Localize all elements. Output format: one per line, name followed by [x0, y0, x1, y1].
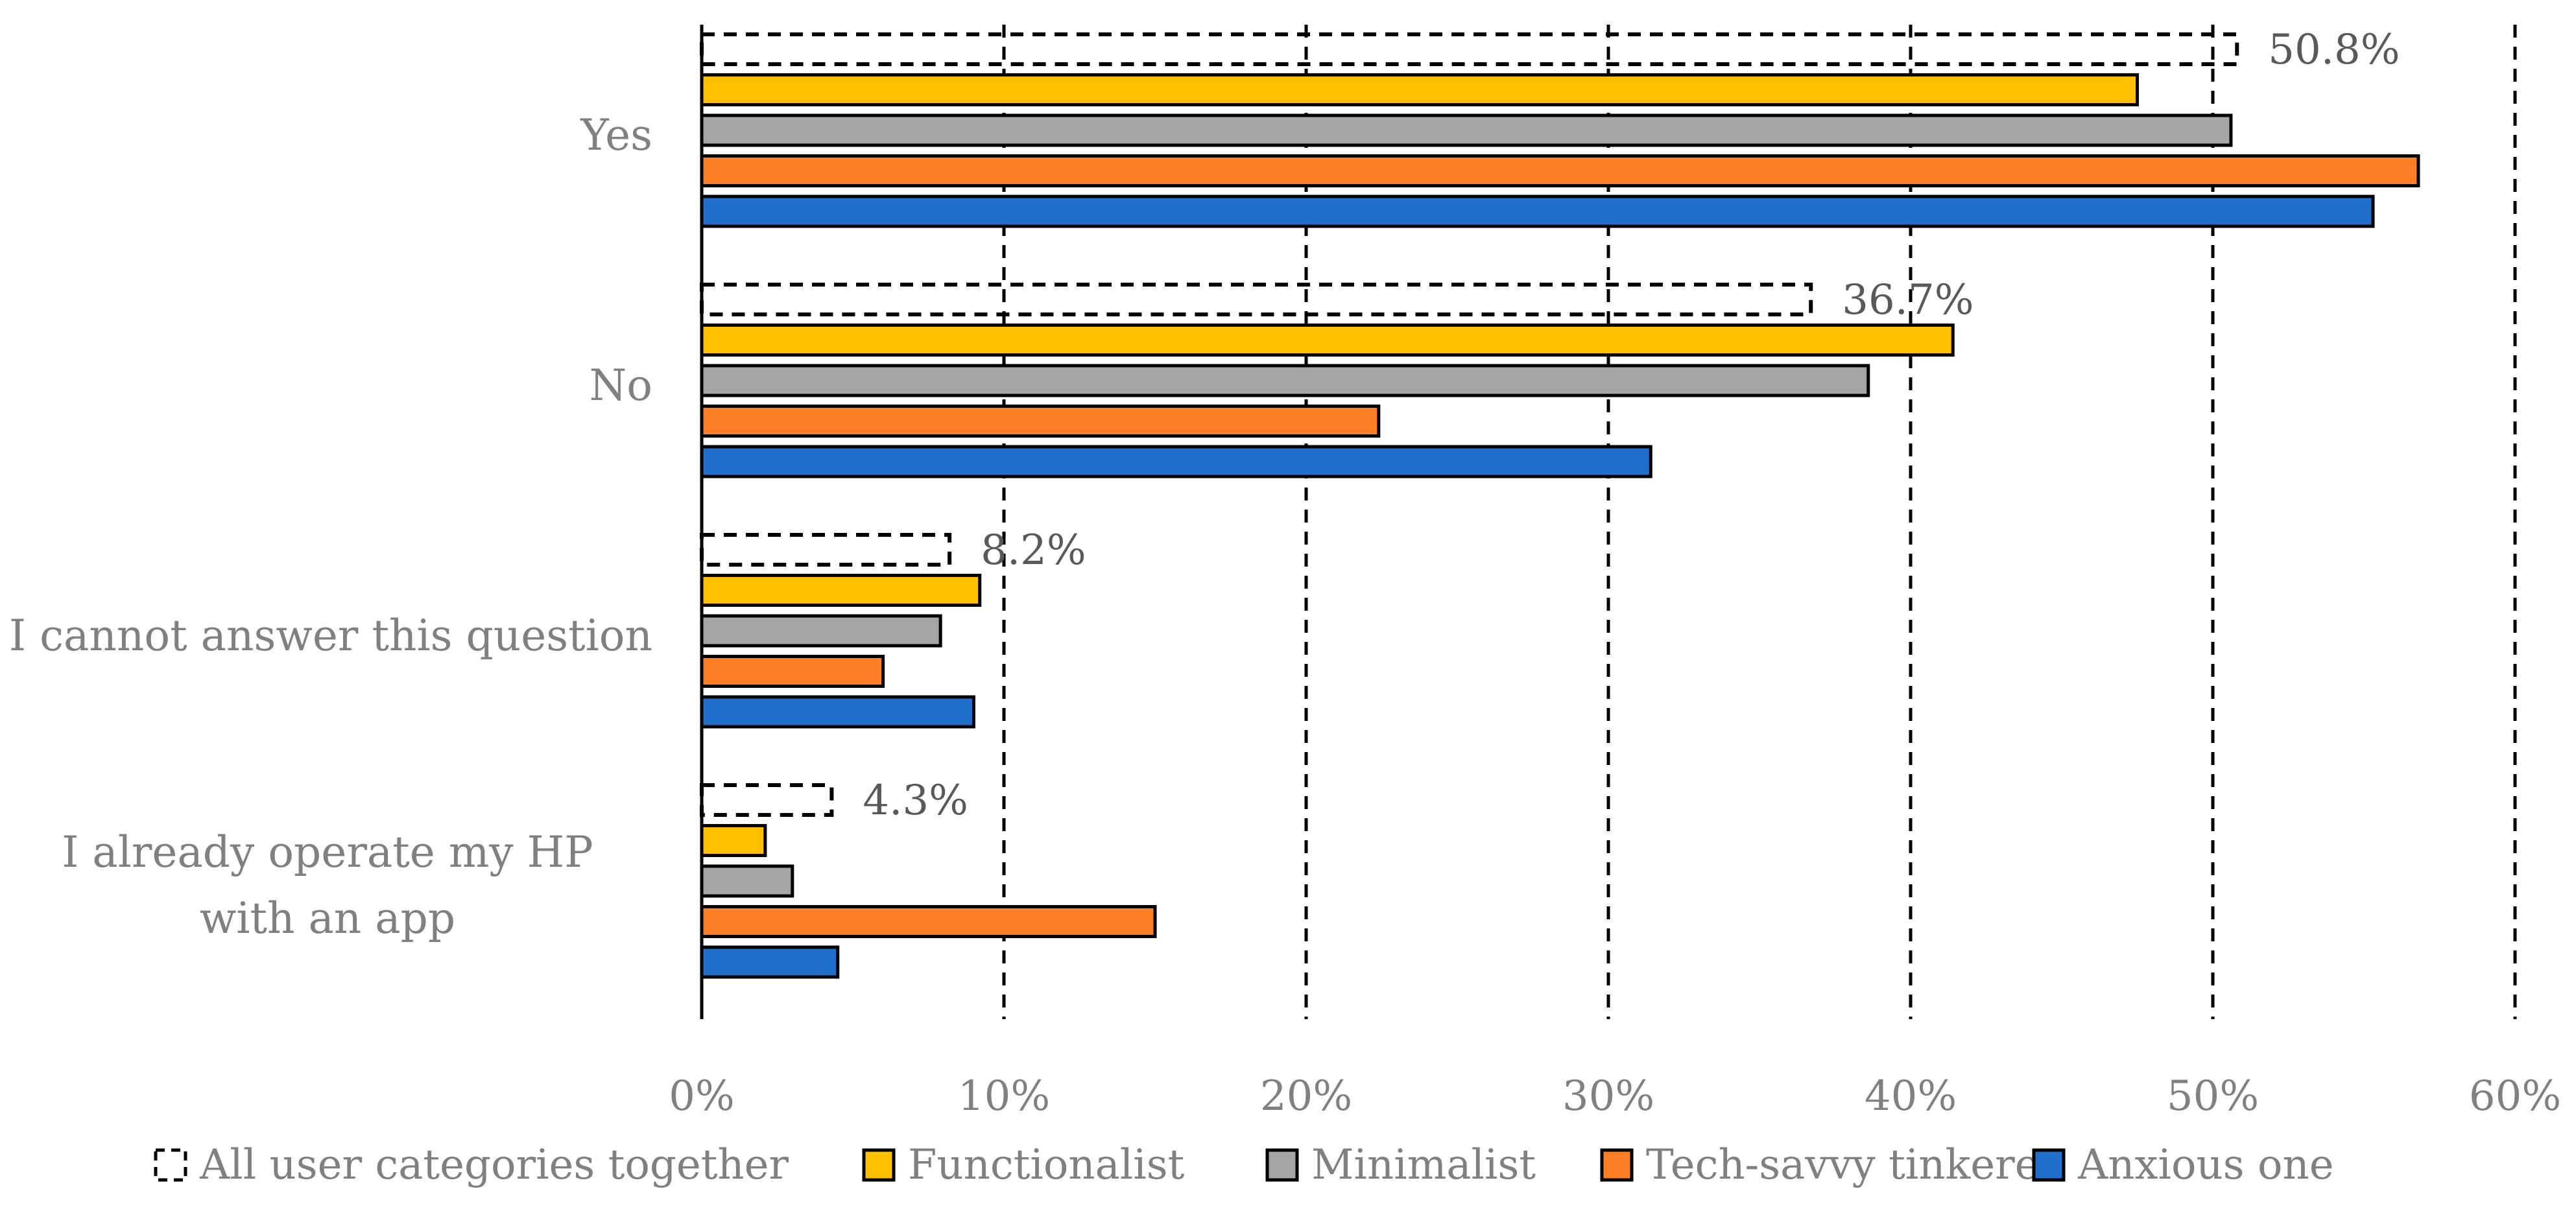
category-label: No [590, 360, 653, 410]
legend-swatch [1265, 1148, 1299, 1182]
bar-anxious-one [700, 945, 840, 979]
bar-tech-savvy-tinkerer [700, 905, 1157, 938]
bar-layer [700, 32, 2420, 979]
x-tick-label: 30% [1562, 1072, 1654, 1120]
data-label: 4.3% [863, 777, 968, 825]
grid-layer [1002, 25, 2517, 1019]
legend-label: Tech-savvy tinkerer [1646, 1141, 2060, 1189]
category-label: I already operate my HP with an app [62, 827, 593, 943]
bar-minimalist [700, 113, 2233, 147]
x-tick-label: 0% [669, 1072, 735, 1120]
x-tick-label: 10% [958, 1072, 1050, 1120]
bar-minimalist [700, 614, 942, 648]
category-label: Yes [580, 110, 652, 160]
legend-label: All user categories together [199, 1141, 789, 1189]
bar-anxious-one [700, 445, 1652, 478]
bar-minimalist [700, 864, 794, 898]
x-tick-label: 60% [2469, 1072, 2561, 1120]
legend-label: Minimalist [1311, 1141, 1536, 1189]
legend-label: Anxious one [2077, 1141, 2334, 1189]
legend-swatch [2032, 1148, 2066, 1182]
bar-all-categories [700, 32, 2239, 66]
x-tick-label: 50% [2167, 1072, 2259, 1120]
bar-tech-savvy-tinkerer [700, 405, 1381, 438]
legend-swatch [1600, 1148, 1634, 1182]
legend: All user categories together Functionalis… [154, 1141, 2334, 1189]
data-label: 8.2% [981, 526, 1086, 574]
bar-all-categories [700, 283, 1813, 316]
bar-all-categories [700, 783, 834, 817]
legend-label: Functionalist [908, 1141, 1185, 1189]
label-layer: 50.8% 36.7% 8.2% 4.3% [863, 26, 2400, 825]
bar-tech-savvy-tinkerer [700, 655, 885, 688]
bar-anxious-one [700, 695, 975, 729]
bar-functionalist [700, 324, 1955, 357]
bar-anxious-one [700, 194, 2375, 228]
data-label: 36.7% [1842, 276, 1974, 324]
bar-all-categories [700, 533, 952, 567]
axis-layer: 0% 10% 20% 30% 40% 50% 60% Yes No I cannot answer… [9, 25, 2561, 1120]
data-label: 50.8% [2268, 26, 2400, 74]
bar-functionalist [700, 824, 767, 857]
bar-functionalist [700, 73, 2139, 106]
x-tick-label: 40% [1865, 1072, 1957, 1120]
category-label: I cannot answer this question [9, 611, 652, 661]
bar-functionalist [700, 574, 982, 607]
legend-swatch [862, 1148, 896, 1182]
bar-minimalist [700, 364, 1870, 397]
legend-swatch [154, 1148, 187, 1182]
bar-tech-savvy-tinkerer [700, 154, 2420, 187]
x-tick-label: 20% [1260, 1072, 1352, 1120]
